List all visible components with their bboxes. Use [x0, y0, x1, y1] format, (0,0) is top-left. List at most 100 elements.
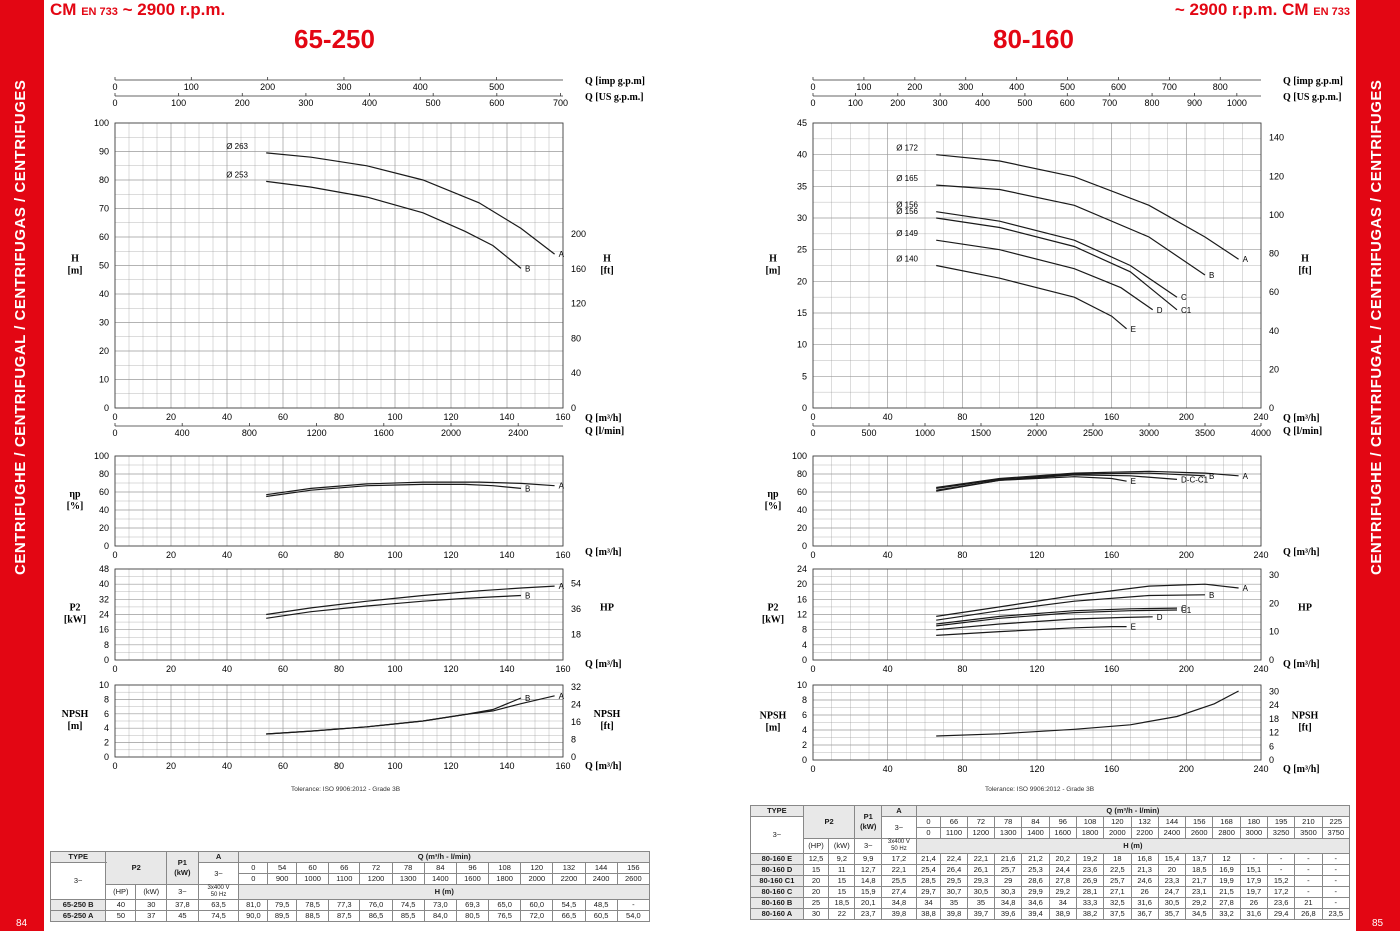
left-chart-eff-y-tick-label: 100 [94, 451, 109, 461]
q-m3h-cell: 108 [1075, 816, 1105, 828]
a-cell: 74,5 [197, 910, 240, 922]
q-lmin-cell: 3250 [1266, 827, 1296, 839]
left-chart-pow-right-tick-label: 54 [571, 579, 581, 589]
right-chart-pow-y-tick-label: 0 [802, 655, 807, 665]
q-m3h-cell: 72 [359, 862, 393, 874]
left-chart-eff-x-tick-label: 120 [443, 550, 458, 560]
left-chart-pow-frame [114, 568, 564, 661]
h-cell: 27,8 [1048, 875, 1077, 887]
right-chart-npsh-y-tick-label: 10 [797, 680, 807, 690]
h-cell: 20 [1157, 864, 1187, 876]
right-chart-eff-x-tick-label: 40 [883, 550, 893, 560]
h-cell: - [1294, 853, 1323, 865]
q-lmin-cell: 2400 [1157, 827, 1187, 839]
q-m3h-cell: 132 [1130, 816, 1159, 828]
h-cell: 29,2 [1185, 897, 1214, 909]
q-lmin-cell: 1400 [423, 873, 457, 885]
h-cell: 86,5 [359, 910, 393, 922]
right-chart-npsh-ylabel: [m] [766, 723, 781, 734]
q-lmin-cell: 2000 [520, 873, 554, 885]
right-chart-head-x-tick-label: 80 [957, 412, 967, 422]
left-chart-head-x-tick-label: 120 [443, 412, 458, 422]
h-cell: 30,5 [1157, 897, 1187, 909]
q-lmin-cell: 1200 [359, 873, 393, 885]
h-cell: 77,3 [328, 899, 361, 911]
p1-phase-cell: 3~ [854, 838, 883, 854]
right-chart-pow-curve-A [936, 583, 1239, 617]
h-cell: 23,6 [1266, 897, 1296, 909]
p1-header: P1 (kW) [166, 851, 199, 885]
right-chart-pow-x-tick-label: 120 [1029, 664, 1044, 674]
left-chart-pow-y-tick-label: 24 [99, 610, 109, 620]
left-chart-eff-curve-A [266, 481, 555, 496]
right-chart-top-tick-label: 900 [1187, 98, 1202, 108]
right-chart-head-y-tick-label: 25 [797, 245, 807, 255]
right-chart-pow-curve-label: B [1209, 591, 1214, 600]
left-chart-pow-y-tick-label: 48 [99, 564, 109, 574]
q-lmin-cell: 3750 [1321, 827, 1351, 839]
h-cell: 29,5 [940, 875, 968, 887]
a-header: A [197, 851, 240, 863]
h-cell: 12 [1212, 853, 1241, 865]
left-chart-head-y-tick-label: 20 [99, 346, 109, 356]
right-chart-npsh-right-label: NPSH [1292, 711, 1319, 722]
table-row: 65-250 A 50 37 45 74,5 90,0 89,5 88,5 87,5 86,5 85… [49, 910, 651, 922]
q-lmin-cell: 0 [915, 827, 942, 839]
left-chart-npsh-x-tick-label: 80 [334, 761, 344, 771]
q-header: Q (m³/h - l/min) [915, 805, 1351, 817]
h-cell: 36,7 [1130, 908, 1159, 920]
left-chart-top-tick-label: 100 [171, 98, 186, 108]
h-cell: 19,9 [1212, 875, 1241, 887]
tolerance-note-right: Tolerance: ISO 9906:2012 - Grade 3B [985, 786, 1095, 793]
left-chart-head-diameter-label: Ø 253 [226, 170, 248, 179]
h-cell: 28,6 [1021, 875, 1050, 887]
right-chart-npsh-right-tick-label: 0 [1269, 755, 1274, 765]
left-chart-top-axis-label: Q [US g.p.m.] [585, 92, 644, 103]
h-cell: 33,3 [1075, 897, 1105, 909]
h-cell: 16,9 [1212, 864, 1241, 876]
right-chart-eff-y-tick-label: 40 [797, 505, 807, 515]
left-chart-top-tick-label: 300 [298, 98, 313, 108]
left-chart-pow-x-tick-label: 40 [222, 664, 232, 674]
q-lmin-cell: 0 [238, 873, 269, 885]
a-cell: 25,5 [881, 875, 917, 887]
type-cell: 65-250 B [49, 899, 107, 911]
right-chart-head-curve-C1 [936, 217, 1178, 311]
q-m3h-cell: 66 [328, 862, 361, 874]
right-chart-pow-curve-C1 [936, 609, 1178, 627]
left-chart-top-tick-label: 0 [112, 82, 117, 92]
h-cell: 23,3 [1157, 875, 1187, 887]
right-chart-pow-curve-C [936, 607, 1178, 625]
left-chart-head-diameter-label: Ø 263 [226, 142, 248, 151]
right-chart-head-x-tick-label: 200 [1179, 412, 1194, 422]
left-chart-npsh-right-tick-label: 0 [571, 752, 576, 762]
q-m3h-cell: 132 [552, 862, 586, 874]
left-chart-eff-x-tick-label: 40 [222, 550, 232, 560]
right-chart-head-curve-label: D [1157, 306, 1163, 315]
a-cell: 34,8 [881, 897, 917, 909]
left-chart-npsh-x-tick-label: 120 [443, 761, 458, 771]
right-chart-npsh-right-label: [ft] [1298, 723, 1311, 734]
right-chart-head-right-tick-label: 120 [1269, 171, 1284, 181]
left-chart-top-tick-label: 400 [413, 82, 428, 92]
right-chart-eff-curve-label: A [1243, 472, 1249, 481]
left-chart-npsh-right-tick-label: 24 [571, 699, 581, 709]
p1-cell: 15,9 [854, 886, 883, 898]
type-header: TYPE [750, 805, 804, 817]
right-chart-npsh-y-tick-label: 8 [802, 695, 807, 705]
h-cell: 20,2 [1048, 853, 1077, 865]
right-chart-pow-y-tick-label: 12 [797, 610, 807, 620]
right-chart-eff-curve-label: D-C-C1 [1181, 475, 1209, 484]
left-chart-pow-x-tick-label: 0 [112, 664, 117, 674]
left-chart-top-tick-label: 600 [489, 98, 504, 108]
left-chart-npsh-x-tick-label: 20 [166, 761, 176, 771]
h-cell: 34 [915, 897, 942, 909]
h-cell: 34 [1048, 897, 1077, 909]
type-cell: 80-160 E [750, 853, 804, 865]
kw-unit-cell: (kW) [135, 884, 168, 900]
left-chart-head-frame [114, 122, 564, 409]
left-chart-eff-curve-label: B [525, 484, 530, 493]
right-chart-npsh-x-tick-label: 40 [883, 764, 893, 774]
h-cell: - [1321, 853, 1351, 865]
right-chart-top-tick-label: 400 [975, 98, 990, 108]
